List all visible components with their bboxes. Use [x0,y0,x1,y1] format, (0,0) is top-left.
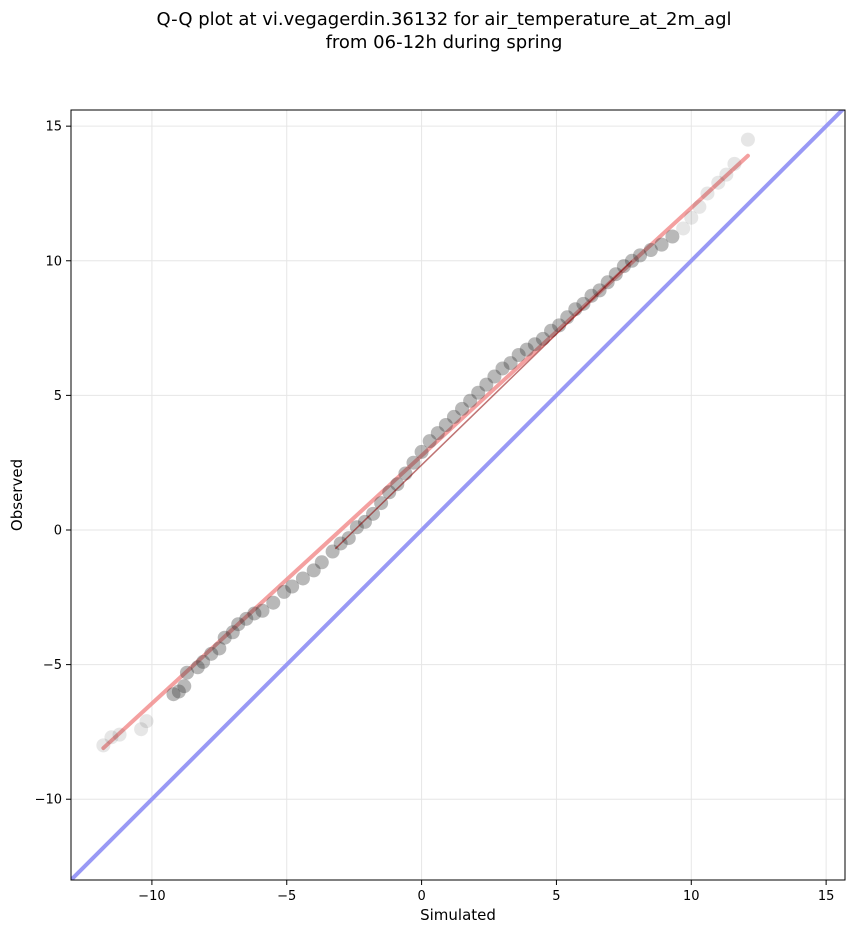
qq-point [608,267,623,282]
qq-point [190,660,205,675]
x-axis-label: Simulated [420,906,496,924]
y-tick-label: 15 [45,120,62,135]
qq-point [277,584,292,599]
plot-data [71,110,845,880]
qq-point [196,654,211,669]
chart-title-line1: Q-Q plot at vi.vegagerdin.36132 for air_… [157,9,732,30]
qq-point [166,687,181,702]
y-axis-label: Observed [8,459,26,531]
qq-point [225,625,240,640]
qq-point [295,571,310,586]
qq-point [382,485,397,500]
x-tick-label: 10 [683,889,700,904]
qq-point [341,531,356,546]
qq-point [112,727,127,742]
qq-point [134,722,149,737]
qq-point [511,348,526,362]
qq-point [727,156,742,171]
qq-point [519,342,534,357]
y-tick-label: 10 [45,254,62,269]
qq-point [463,393,478,408]
qq-point [239,611,254,626]
qq-point [306,563,321,578]
qq-point [711,175,726,190]
qq-point [231,617,246,632]
x-tick-label: 5 [552,889,560,904]
qq-point [576,296,591,311]
y-tick-label: 5 [54,389,62,404]
qq-point [643,243,658,257]
x-tick-label: 0 [417,889,425,904]
qq-point [479,377,494,392]
qq-point [495,361,510,376]
y-tick-label: 0 [54,524,62,539]
qq-point [177,679,192,694]
qq-point [255,603,270,618]
qq-point [414,444,429,459]
qq-point [665,229,680,244]
qq-point [740,132,755,147]
qq-point [503,356,518,371]
qq-point [700,186,715,201]
x-tick-label: −5 [277,889,296,904]
qq-point [527,337,542,352]
x-tick-label: 15 [818,889,835,904]
identity-line [71,110,845,880]
qq-point [430,426,445,441]
qq-point [422,434,437,449]
x-tick-label: −10 [138,889,165,904]
qq-point [171,684,186,699]
qq-point [455,401,470,416]
qq-point [247,606,262,621]
qq-point [446,409,461,424]
qq-point [139,714,154,729]
qq-point [471,385,486,400]
qq-point [654,237,669,252]
grid [71,110,845,880]
plot-frame [70,109,846,881]
qq-point [374,496,389,511]
qq-point [104,730,119,745]
chart-title-line2: from 06-12h during spring [326,32,563,53]
qq-point [544,323,559,338]
qq-point [719,167,734,182]
y-tick-label: −10 [35,793,62,808]
qq-point [314,555,329,570]
qq-point [584,288,599,303]
qq-point [592,283,607,298]
qq-point [96,738,111,753]
qq-point [600,275,615,290]
qq-point [212,641,227,656]
fit-line [101,153,750,751]
qq-point [179,665,194,680]
qq-point [633,248,648,263]
axis-ticks: −10 −5 0 5 10 15 −10 −5 0 5 10 15 [35,120,835,904]
qq-point [285,579,300,594]
qq-point [535,331,550,346]
qq-point [684,210,699,225]
qq-point [692,199,707,214]
qq-point [266,595,281,610]
qq-point [357,514,372,529]
y-tick-label: −5 [43,658,62,673]
qq-point [438,418,453,432]
qq-point [487,369,502,384]
qq-point [204,646,219,661]
qq-point [676,221,691,236]
qq-point [616,259,631,274]
fit-line-core [334,260,633,550]
qq-point [406,455,421,470]
qq-point [217,630,232,645]
qq-point [390,477,405,492]
qq-point [366,506,381,521]
